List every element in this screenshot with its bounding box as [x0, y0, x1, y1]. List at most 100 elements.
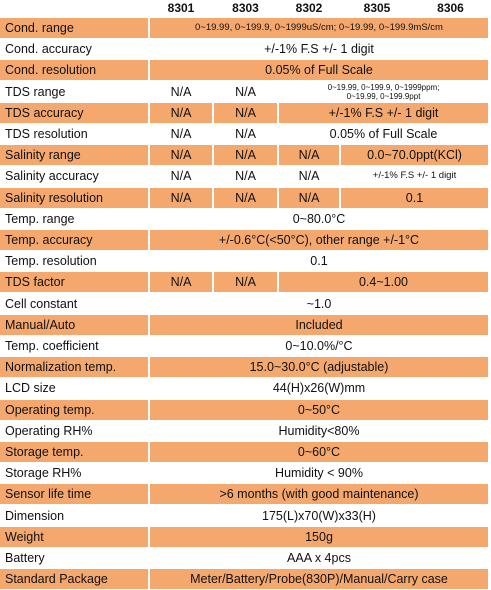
- spec-value: +/-1% F.S +/- 1 digit: [279, 102, 488, 123]
- spec-value: 175(L)x70(W)x33(H): [150, 505, 488, 526]
- spec-row: Temp. coefficient 0~10.0%/°C: [0, 336, 491, 357]
- spec-label: Salinity accuracy: [0, 166, 148, 187]
- spec-value: AAA x 4pcs: [150, 548, 488, 568]
- spec-label: Cell constant: [0, 293, 148, 314]
- model-header-8302: 8302: [295, 1, 323, 15]
- spec-value: 150g: [150, 526, 488, 547]
- model-header-8306: 8306: [437, 1, 464, 15]
- spec-value: N/A: [214, 81, 277, 102]
- spec-value: N/A: [279, 187, 339, 208]
- spec-row: Sensor life time >6 months (with good mai…: [0, 484, 491, 505]
- spec-label: Temp. range: [0, 208, 148, 229]
- spec-value-line: 0~19.99, 0~199.9ppt: [346, 91, 421, 101]
- spec-label: Weight: [0, 526, 148, 547]
- spec-label: Dimension: [0, 505, 148, 526]
- spec-row: Normalization temp. 15.0~30.0°C (adjustab…: [0, 357, 491, 378]
- spec-label: Battery: [0, 548, 148, 568]
- spec-label: LCD size: [0, 378, 148, 399]
- model-header-8305: 8305: [363, 1, 391, 15]
- spec-row: Cond. accuracy +/-1% F.S +/- 1 digit: [0, 39, 491, 60]
- spec-value: 0.1: [341, 187, 488, 208]
- spec-value: 0~19.99, 0~199.9, 0~1999uS/cm; 0~19.99, …: [150, 18, 488, 38]
- spec-value: Humidity < 90%: [150, 463, 488, 484]
- spec-label: TDS range: [0, 81, 148, 102]
- spec-row: TDS accuracy N/A N/A +/-1% F.S +/- 1 digit: [0, 102, 491, 124]
- spec-row: Storage temp. 0~60°C: [0, 442, 491, 463]
- spec-row: Battery AAA x 4pcs: [0, 548, 491, 569]
- spec-row: LCD size 44(H)x26(W)mm: [0, 378, 491, 399]
- spec-value: N/A: [279, 166, 339, 187]
- spec-label: Standard Package: [0, 569, 148, 590]
- spec-value: 44(H)x26(W)mm: [150, 378, 488, 399]
- spec-value: 0.05% of Full Scale: [279, 124, 488, 144]
- spec-row: Temp. resolution 0.1: [0, 251, 491, 272]
- spec-row: Dimension 175(L)x70(W)x33(H): [0, 505, 491, 527]
- spec-value: 0~19.99, 0~199.9, 0~1999ppm; 0~19.99, 0~1…: [279, 81, 488, 102]
- spec-label: Temp. coefficient: [0, 336, 148, 356]
- spec-row: Cell constant ~1.0: [0, 293, 491, 315]
- spec-row: Temp. range 0~80.0°C: [0, 208, 491, 230]
- spec-row: Temp. accuracy +/-0.6°C(<50°C), other ran…: [0, 230, 491, 251]
- spec-label: Salinity resolution: [0, 187, 148, 208]
- spec-value: 15.0~30.0°C (adjustable): [150, 357, 488, 378]
- spec-label: Salinity range: [0, 145, 148, 166]
- spec-label: Storage temp.: [0, 442, 148, 462]
- spec-value: N/A: [279, 145, 339, 166]
- spec-value: N/A: [214, 102, 277, 123]
- spec-value: Meter/Battery/Probe(830P)/Manual/Carry c…: [150, 569, 488, 590]
- spec-label: Cond. range: [0, 18, 148, 38]
- spec-label: Temp. resolution: [0, 251, 148, 272]
- spec-label: Temp. accuracy: [0, 230, 148, 250]
- spec-value: N/A: [214, 166, 277, 187]
- spec-row: Cond. range 0~19.99, 0~199.9, 0~1999uS/cm…: [0, 18, 491, 39]
- model-header-8303: 8303: [232, 1, 259, 15]
- spec-row: Storage RH% Humidity < 90%: [0, 463, 491, 484]
- model-header-8301: 8301: [167, 1, 195, 15]
- spec-label: Operating RH%: [0, 420, 148, 441]
- spec-label: TDS resolution: [0, 124, 148, 144]
- spec-value: 0.1: [150, 251, 488, 272]
- spec-value: N/A: [150, 81, 212, 102]
- spec-label: Operating temp.: [0, 399, 148, 420]
- spec-row: Manual/Auto Included: [0, 314, 491, 336]
- spec-value: Humidity<80%: [150, 420, 488, 441]
- spec-value: ~1.0: [150, 293, 488, 314]
- spec-value: 0~80.0°C: [150, 208, 488, 229]
- spec-label: Normalization temp.: [0, 357, 148, 378]
- spec-value: 0~60°C: [150, 442, 488, 462]
- spec-row: Salinity resolution N/A N/A N/A 0.1: [0, 187, 491, 209]
- spec-value: N/A: [214, 272, 277, 293]
- spec-value: +/-1% F.S +/- 1 digit: [341, 166, 488, 187]
- spec-value: N/A: [150, 145, 212, 166]
- spec-label: Cond. resolution: [0, 60, 148, 81]
- spec-label: Storage RH%: [0, 463, 148, 484]
- spec-label: TDS factor: [0, 272, 148, 293]
- spec-value: +/-0.6°C(<50°C), other range +/-1°C: [150, 230, 488, 250]
- spec-value: 0~10.0%/°C: [150, 336, 488, 356]
- spec-value: Included: [150, 314, 488, 335]
- spec-value: 0.05% of Full Scale: [150, 60, 488, 81]
- spec-value-line: 0~19.99, 0~199.9, 0~1999ppm;: [327, 82, 440, 92]
- spec-row: Operating RH% Humidity<80%: [0, 420, 491, 442]
- spec-value: 0.0~70.0ppt(KCl): [341, 145, 488, 166]
- spec-label: Cond. accuracy: [0, 39, 148, 60]
- spec-row: Weight 150g: [0, 526, 491, 548]
- spec-label: Manual/Auto: [0, 314, 148, 335]
- spec-row: Standard Package Meter/Battery/Probe(830P…: [0, 569, 491, 590]
- spec-value: N/A: [214, 124, 277, 144]
- model-header-row: 8301 8303 8302 8305 8306: [0, 0, 491, 17]
- spec-value: N/A: [150, 166, 212, 187]
- spec-value: N/A: [150, 272, 212, 293]
- spec-value: +/-1% F.S +/- 1 digit: [150, 39, 488, 60]
- spec-value: N/A: [150, 102, 212, 123]
- spec-value: 0.4~1.00: [279, 272, 488, 293]
- spec-label: TDS accuracy: [0, 102, 148, 123]
- spec-value: N/A: [150, 124, 212, 144]
- spec-value: N/A: [214, 187, 277, 208]
- spec-row: Salinity range N/A N/A N/A 0.0~70.0ppt(KCl): [0, 145, 491, 166]
- spec-row: TDS factor N/A N/A 0.4~1.00: [0, 272, 491, 293]
- spec-row: TDS resolution N/A N/A 0.05% of Full Scale: [0, 124, 491, 145]
- spec-row: Operating temp. 0~50°C: [0, 399, 491, 421]
- spec-row: Cond. resolution 0.05% of Full Scale: [0, 60, 491, 81]
